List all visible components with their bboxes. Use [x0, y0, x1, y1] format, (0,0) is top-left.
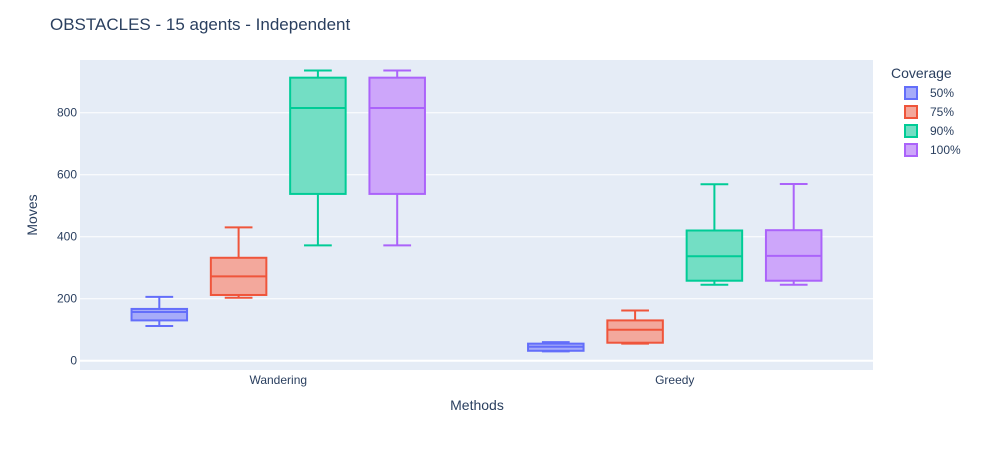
legend-swatch: [904, 143, 918, 157]
legend-item-50%[interactable]: 50%: [904, 86, 954, 100]
plot-area: [80, 60, 873, 370]
box-marks: [130, 69, 823, 353]
gridlines: [80, 112, 873, 362]
y-tick-label: 600: [57, 168, 77, 182]
legend-item-90%[interactable]: 90%: [904, 124, 954, 138]
y-tick-label: 800: [57, 106, 77, 120]
legend-label: 90%: [930, 124, 954, 138]
y-axis-title: Moves: [24, 194, 40, 235]
legend[interactable]: Coverage 50% 75% 90% 100%: [891, 65, 961, 157]
iqr-box: [130, 307, 189, 322]
x-tick-label: Greedy: [655, 373, 694, 387]
box-100%-Greedy: [764, 183, 823, 286]
legend-label: 100%: [930, 143, 961, 157]
legend-swatch: [904, 105, 918, 119]
y-tick-label: 0: [70, 354, 77, 368]
box-50%-Greedy: [527, 341, 585, 353]
legend-swatch: [904, 124, 918, 138]
y-tick-label: 200: [57, 292, 77, 306]
box-100%-Wandering: [368, 69, 426, 247]
box-90%-Greedy: [685, 183, 744, 286]
legend-item-75%[interactable]: 75%: [904, 105, 954, 119]
x-tick-labels: Wandering Greedy: [249, 373, 694, 387]
legend-item-100%[interactable]: 100%: [904, 143, 961, 157]
y-tick-label: 400: [57, 230, 77, 244]
box-90%-Wandering: [289, 69, 347, 247]
box-75%-Greedy: [606, 309, 664, 345]
legend-title: Coverage: [891, 65, 952, 81]
legend-label: 75%: [930, 105, 954, 119]
legend-swatch: [904, 86, 918, 100]
box-50%-Wandering: [130, 295, 189, 327]
y-tick-labels: 0 200 400 600 800: [57, 106, 77, 368]
iqr-box: [289, 76, 347, 195]
box-75%-Wandering: [209, 226, 268, 299]
iqr-box: [368, 76, 426, 195]
chart-title: OBSTACLES - 15 agents - Independent: [50, 15, 350, 34]
legend-label: 50%: [930, 86, 954, 100]
x-axis-title: Methods: [450, 397, 504, 413]
iqr-box: [606, 319, 664, 344]
x-tick-label: Wandering: [249, 373, 307, 387]
